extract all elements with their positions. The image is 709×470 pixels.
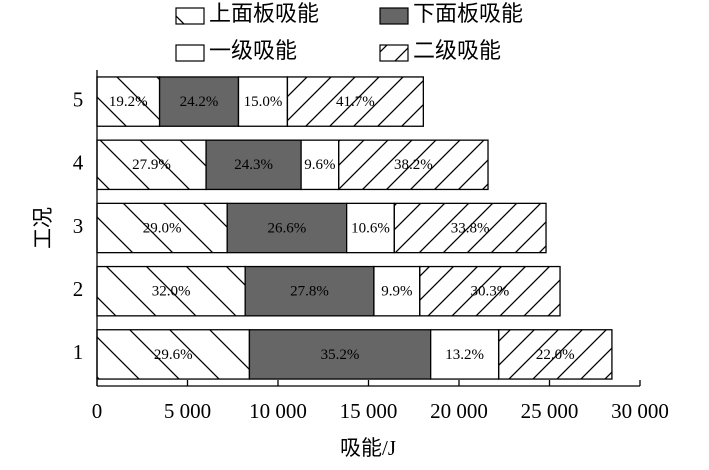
data-label: 22.0% xyxy=(536,347,575,363)
data-label: 27.9% xyxy=(132,157,171,173)
data-label: 9.9% xyxy=(381,284,412,300)
bar-segment xyxy=(393,202,547,254)
bar-segment xyxy=(244,265,375,317)
bar-segment xyxy=(286,76,424,127)
legend-label: 上面板吸能 xyxy=(209,1,319,26)
y-tick-label: 2 xyxy=(73,277,84,301)
bar-segment xyxy=(96,139,207,191)
legend-label: 二级吸能 xyxy=(413,38,501,63)
bar-segment xyxy=(237,76,289,127)
legend-swatch xyxy=(379,44,409,62)
y-tick-label: 4 xyxy=(73,151,84,175)
bar-segment xyxy=(419,265,561,317)
x-tick-label: 20 000 xyxy=(430,399,488,423)
bar-segment xyxy=(96,265,246,317)
y-axis-label: 工况 xyxy=(31,207,55,249)
data-label: 19.2% xyxy=(109,94,148,110)
y-tick-label: 5 xyxy=(73,87,84,111)
data-label: 32.0% xyxy=(152,284,191,300)
legend-swatch xyxy=(175,44,205,62)
bar-segment xyxy=(205,139,302,191)
data-label: 29.0% xyxy=(143,220,182,236)
legend-label: 下面板吸能 xyxy=(413,1,523,26)
data-label: 27.8% xyxy=(290,284,329,300)
legend-swatch xyxy=(379,7,409,25)
bar-segment xyxy=(497,329,613,380)
bar-segment xyxy=(158,76,240,127)
data-label: 10.6% xyxy=(351,220,390,236)
bar-segment xyxy=(226,202,348,254)
data-label: 29.6% xyxy=(154,347,193,363)
x-tick-label: 5 000 xyxy=(164,399,211,423)
data-label: 13.2% xyxy=(445,347,484,363)
legend-swatch xyxy=(175,7,205,25)
data-label: 24.2% xyxy=(180,94,219,110)
x-tick-label: 25 000 xyxy=(521,399,579,423)
data-label: 26.6% xyxy=(268,220,307,236)
bar-segment xyxy=(248,329,432,380)
bar-segment xyxy=(338,139,489,191)
y-tick-label: 1 xyxy=(73,340,84,364)
y-tick-label: 3 xyxy=(73,214,84,238)
data-label: 15.0% xyxy=(244,94,283,110)
x-tick-label: 30 000 xyxy=(611,399,669,423)
bar-segment xyxy=(96,329,251,380)
x-axis-label: 吸能/J xyxy=(340,436,396,460)
data-label: 35.2% xyxy=(321,347,360,363)
data-label: 24.3% xyxy=(234,157,273,173)
legend-label: 一级吸能 xyxy=(209,38,297,63)
data-label: 30.3% xyxy=(471,284,510,300)
data-label: 33.8% xyxy=(451,220,490,236)
bar-segment xyxy=(430,329,500,380)
data-label: 38.2% xyxy=(394,157,433,173)
data-label: 9.6% xyxy=(304,157,335,173)
data-label: 41.7% xyxy=(336,94,375,110)
x-tick-label: 0 xyxy=(92,399,103,423)
x-tick-label: 10 000 xyxy=(249,399,307,423)
bar-segment xyxy=(373,265,421,317)
x-tick-label: 15 000 xyxy=(340,399,398,423)
